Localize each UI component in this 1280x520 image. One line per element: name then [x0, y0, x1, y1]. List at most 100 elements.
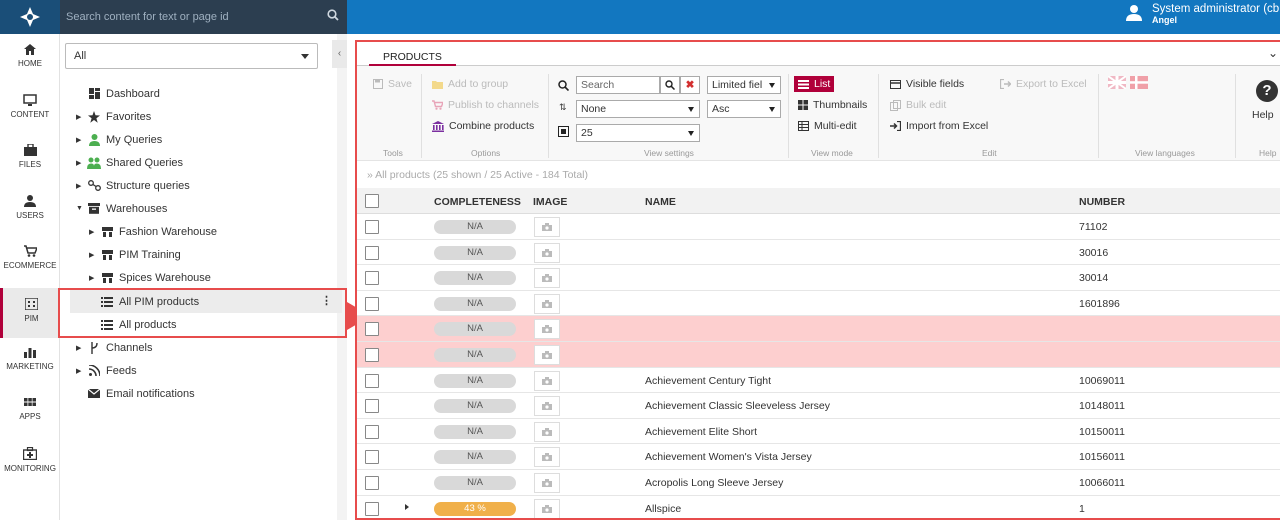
global-search-input[interactable]: [66, 8, 316, 26]
tab-products[interactable]: PRODUCTS: [369, 42, 456, 66]
nav-content[interactable]: CONTENT: [0, 84, 60, 134]
row-checkbox[interactable]: [365, 296, 379, 311]
image-placeholder-icon[interactable]: [534, 421, 560, 442]
caret-right-icon[interactable]: ▶: [76, 182, 82, 190]
add-to-group-button[interactable]: Add to group: [432, 78, 508, 90]
table-row[interactable]: N/A Achievement Elite Short 10150011: [357, 419, 1280, 445]
help-icon[interactable]: ?: [1256, 80, 1278, 102]
collapse-tree-button[interactable]: ‹: [332, 40, 347, 68]
nav-users[interactable]: USERS: [0, 185, 60, 235]
column-header-completeness[interactable]: COMPLETENESS: [434, 196, 521, 208]
table-row[interactable]: 43 % Allspice 1: [357, 496, 1280, 518]
list-view-button[interactable]: List: [794, 76, 835, 92]
caret-right-icon[interactable]: ▶: [76, 344, 82, 352]
table-row[interactable]: N/A 30014: [357, 265, 1280, 291]
tree-item-my-queries[interactable]: ▶ My Queries: [76, 128, 162, 151]
tree-item-feeds[interactable]: ▶ Feeds: [76, 359, 137, 382]
page-size-select[interactable]: 25: [576, 124, 700, 142]
nav-pim[interactable]: PIM: [0, 288, 60, 338]
nav-marketing[interactable]: MARKETING: [0, 336, 60, 386]
table-row[interactable]: N/A Achievement Women's Vista Jersey 10156…: [357, 444, 1280, 470]
row-checkbox[interactable]: [365, 373, 379, 388]
image-placeholder-icon[interactable]: [534, 268, 560, 289]
sort-direction-select[interactable]: Asc: [707, 100, 781, 118]
tree-item-channels[interactable]: ▶ Channels: [76, 336, 152, 359]
nav-home[interactable]: HOME: [0, 34, 60, 84]
caret-right-icon[interactable]: ▶: [76, 159, 82, 167]
product-search-input[interactable]: Search: [576, 76, 660, 94]
result-summary[interactable]: » All products (25 shown / 25 Active - 1…: [367, 169, 589, 181]
chevron-down-icon[interactable]: ⌄: [1267, 46, 1278, 60]
column-header-number[interactable]: NUMBER: [1079, 196, 1126, 208]
image-placeholder-icon[interactable]: [534, 293, 560, 314]
table-row[interactable]: N/A: [357, 316, 1280, 342]
bulk-edit-button[interactable]: Bulk edit: [890, 99, 946, 111]
tree-item-favorites[interactable]: ▶ Favorites: [76, 105, 151, 128]
nav-monitoring[interactable]: MONITORING: [0, 437, 60, 487]
help-button-label[interactable]: Help: [1252, 109, 1274, 121]
row-checkbox[interactable]: [365, 245, 379, 260]
row-checkbox[interactable]: [365, 220, 379, 234]
table-row[interactable]: N/A Acropolis Long Sleeve Jersey 10066011: [357, 470, 1280, 496]
product-name-cell[interactable]: Achievement Classic Sleeveless Jersey: [645, 400, 830, 413]
tree-item-dashboard[interactable]: Dashboard: [76, 82, 160, 105]
combine-products-button[interactable]: Combine products: [432, 120, 534, 132]
caret-right-icon[interactable]: ▶: [89, 228, 95, 236]
image-placeholder-icon[interactable]: [534, 370, 560, 391]
nav-ecommerce[interactable]: ECOMMERCE: [0, 235, 60, 285]
caret-right-icon[interactable]: ▶: [89, 251, 95, 259]
table-row[interactable]: N/A 30016: [357, 240, 1280, 266]
column-header-image[interactable]: IMAGE: [533, 196, 568, 208]
nav-files[interactable]: FILES: [0, 134, 60, 184]
multi-edit-button[interactable]: Multi-edit: [798, 120, 857, 132]
tree-scrollbar[interactable]: [337, 34, 347, 520]
table-row[interactable]: N/A 1601896: [357, 291, 1280, 317]
image-placeholder-icon[interactable]: [534, 447, 560, 468]
product-name-cell[interactable]: Achievement Century Tight: [645, 374, 772, 387]
nav-apps[interactable]: APPS: [0, 386, 60, 436]
image-placeholder-icon[interactable]: [534, 319, 560, 340]
tree-item-pim-training[interactable]: ▶ PIM Training: [89, 243, 181, 266]
row-checkbox[interactable]: [365, 322, 379, 337]
clear-search-button[interactable]: ✖: [680, 76, 700, 94]
more-vertical-icon[interactable]: ⋮: [321, 295, 332, 307]
import-excel-button[interactable]: Import from Excel: [890, 120, 988, 132]
visible-fields-button[interactable]: Visible fields: [890, 78, 964, 90]
caret-right-icon[interactable]: ▶: [89, 274, 95, 282]
tree-item-structure-queries[interactable]: ▶ Structure queries: [76, 174, 190, 197]
caret-down-icon[interactable]: ▼: [76, 205, 83, 212]
fields-mode-select[interactable]: Limited fiel: [707, 76, 781, 94]
image-placeholder-icon[interactable]: [534, 498, 560, 518]
app-logo[interactable]: [0, 0, 60, 34]
publish-to-channels-button[interactable]: Publish to channels: [432, 99, 539, 111]
table-row[interactable]: N/A 71102: [357, 214, 1280, 240]
tree-filter-select[interactable]: All: [65, 43, 318, 69]
tree-item-fashion-warehouse[interactable]: ▶ Fashion Warehouse: [89, 220, 217, 243]
product-name-cell[interactable]: Achievement Elite Short: [645, 425, 758, 438]
row-checkbox[interactable]: [365, 399, 379, 414]
danish-flag-icon[interactable]: [1130, 76, 1148, 89]
thumbnails-view-button[interactable]: Thumbnails: [798, 99, 867, 111]
uk-flag-icon[interactable]: [1107, 75, 1127, 90]
table-row[interactable]: N/A Achievement Century Tight 10069011: [357, 368, 1280, 394]
row-checkbox[interactable]: [365, 450, 379, 465]
search-icon[interactable]: [327, 9, 339, 21]
expand-row-icon[interactable]: [405, 503, 409, 510]
search-submit-button[interactable]: [660, 76, 680, 94]
user-menu[interactable]: System administrator (cb Angel: [1126, 3, 1279, 26]
product-name-cell[interactable]: Acropolis Long Sleeve Jersey: [645, 477, 784, 489]
tree-item-spices-warehouse[interactable]: ▶ Spices Warehouse: [89, 266, 211, 289]
column-header-name[interactable]: NAME: [645, 196, 676, 208]
caret-right-icon[interactable]: ▶: [76, 136, 82, 144]
select-all-checkbox[interactable]: [365, 194, 379, 208]
export-excel-button[interactable]: Export to Excel: [1000, 78, 1087, 90]
image-placeholder-icon[interactable]: [534, 217, 560, 237]
image-placeholder-icon[interactable]: [534, 242, 560, 263]
image-placeholder-icon[interactable]: [534, 396, 560, 417]
tree-item-warehouses[interactable]: ▼ Warehouses: [76, 197, 167, 220]
sort-field-select[interactable]: None: [576, 100, 700, 118]
tree-item-all-products[interactable]: All products: [89, 313, 176, 336]
caret-right-icon[interactable]: ▶: [76, 367, 82, 375]
row-checkbox[interactable]: [365, 501, 379, 516]
row-checkbox[interactable]: [365, 271, 379, 286]
